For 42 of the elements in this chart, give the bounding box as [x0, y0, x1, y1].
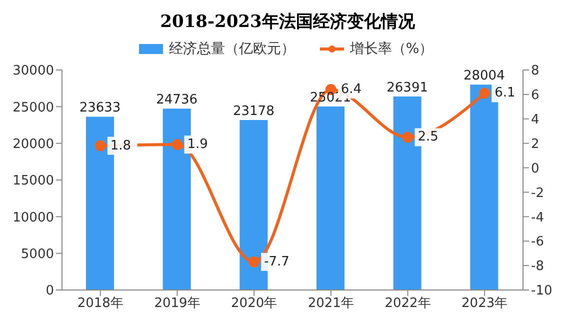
y2-tick-label: 6 [531, 88, 540, 104]
x-tick-label: 2020年 [231, 296, 278, 312]
y-tick-label: 0 [46, 284, 54, 299]
data-label: 24736 [156, 92, 198, 108]
y-tick-label: 15000 [12, 174, 54, 189]
x-tick-label: 2019年 [154, 296, 200, 312]
data-label: 1.9 [187, 137, 208, 152]
data-label: -7.7 [264, 254, 290, 270]
data-label: 6.1 [494, 86, 516, 101]
x-tick-label: 2021年 [308, 296, 354, 312]
y2-tick-label: 0 [531, 161, 540, 176]
data-label: 2.5 [418, 130, 438, 145]
point [248, 256, 260, 268]
data-label: 23633 [79, 100, 121, 116]
y2-tick-label: -10 [531, 284, 552, 299]
y2-tick-label: 2 [531, 136, 540, 152]
x-tick-label: 2023年 [462, 296, 508, 312]
y-tick-label: 25000 [12, 100, 54, 116]
y2-tick-label: -6 [531, 234, 544, 250]
chart-title: 2018-2023年法国经济变化情况 [159, 11, 416, 34]
data-label: 23178 [232, 104, 274, 120]
y2-tick-label: 4 [531, 112, 540, 128]
legend-label: 增长率（%） [350, 40, 434, 58]
data-label: 26391 [386, 80, 428, 96]
y2-tick-label: -4 [531, 210, 544, 226]
x-tick-label: 2022年 [384, 296, 431, 312]
point [172, 139, 183, 150]
y-tick-label: 10000 [12, 210, 54, 226]
data-label: 28004 [463, 68, 505, 84]
y-tick-label: 30000 [12, 64, 54, 79]
point [402, 132, 414, 143]
point [94, 140, 106, 152]
point [479, 88, 490, 99]
y-tick-label: 20000 [12, 136, 54, 152]
y2-tick-label: -2 [531, 186, 544, 201]
bar [316, 106, 344, 290]
x-tick-label: 2018年 [77, 296, 124, 312]
y-tick-label: 5000 [20, 246, 54, 262]
data-label: 1.8 [110, 138, 132, 154]
legend-label: 经济总量（亿欧元） [168, 40, 295, 58]
y2-tick-label: -8 [531, 259, 544, 274]
y2-tick-label: 8 [531, 64, 540, 79]
